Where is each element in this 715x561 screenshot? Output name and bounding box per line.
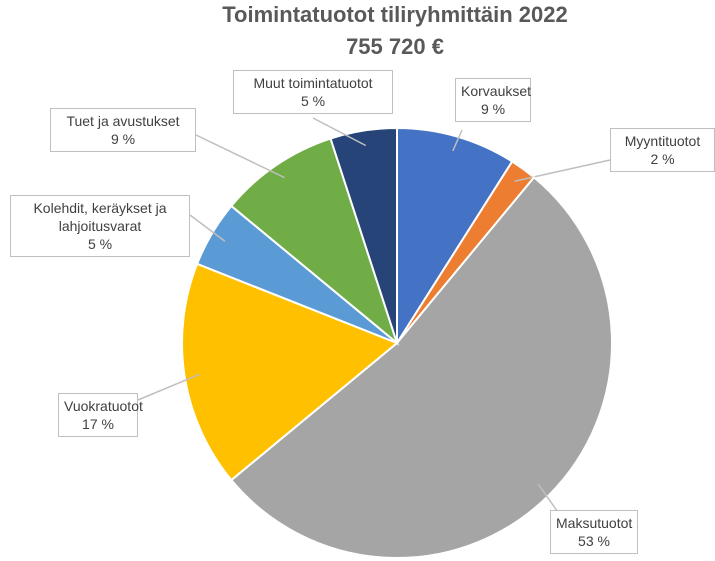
leader-line [452, 129, 463, 152]
label-value: 5 % [300, 93, 326, 109]
data-label: Maksutuotot 53 % [550, 510, 638, 554]
label-category: Muut toimintatuotot [253, 75, 373, 91]
label-value: 2 % [650, 151, 675, 167]
data-label: Vuokratuotot 17 % [58, 393, 143, 437]
data-label: Korvaukset 9 % [455, 78, 531, 122]
label-category: Korvaukset [461, 83, 532, 99]
chart-title: Toimintatuotot tiliryhmittäin 2022 [222, 2, 568, 27]
leader-line [537, 483, 561, 516]
pie-slice [396, 126, 514, 347]
label-value: 9 % [480, 101, 506, 117]
pie-slice [181, 262, 399, 482]
label-value: 17 % [82, 416, 114, 432]
label-value: 53 % [578, 533, 610, 549]
leader-line [195, 134, 285, 179]
label-category: Myyntituotot [624, 133, 701, 149]
label-category: Maksutuotot [556, 515, 633, 531]
pie-slice [329, 126, 398, 344]
label-category: Tuet ja avustukset [66, 113, 180, 129]
leader-line [137, 373, 200, 401]
data-label: Myyntituotot 2 % [610, 128, 715, 172]
leader-line [514, 159, 611, 182]
label-value: 9 % [110, 131, 136, 147]
leader-line [189, 214, 226, 242]
data-label: Tuet ja avustukset 9 % [50, 108, 196, 152]
label-value: 5 % [87, 236, 113, 252]
data-label: Muut toimintatuotot 5 % [233, 70, 393, 114]
pie-slice [229, 175, 613, 559]
label-category: Kolehdit, keräykset ja lahjoitusvarat [33, 200, 167, 234]
data-label: Kolehdit, keräykset ja lahjoitusvarat 5 % [10, 195, 190, 257]
chart-subtitle: 755 720 € [346, 34, 444, 59]
pie-slice [229, 137, 400, 346]
leader-line [312, 117, 367, 147]
label-category: Vuokratuotot [64, 398, 143, 414]
